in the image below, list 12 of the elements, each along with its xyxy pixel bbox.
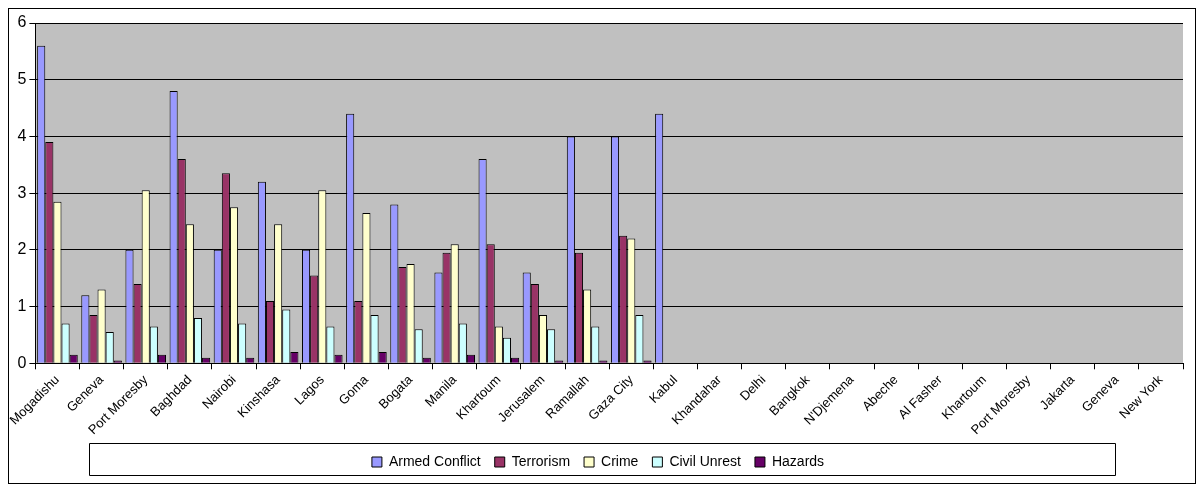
y-tick-label: 0 — [17, 353, 27, 371]
legend-label: Armed Conflict — [388, 452, 481, 469]
y-tick-label: 5 — [17, 70, 27, 88]
legend-label: Crime — [601, 452, 639, 469]
legend-label: Hazards — [771, 452, 825, 469]
y-tick-label: 4 — [17, 126, 27, 144]
y-tick-label: 2 — [17, 240, 27, 258]
legend-label: Civil Unrest — [669, 452, 742, 469]
y-tick-label: 6 — [17, 13, 27, 31]
y-tick-label: 1 — [17, 297, 27, 314]
legend-label: Terrorism — [511, 452, 571, 469]
y-tick-label: 3 — [17, 183, 27, 201]
